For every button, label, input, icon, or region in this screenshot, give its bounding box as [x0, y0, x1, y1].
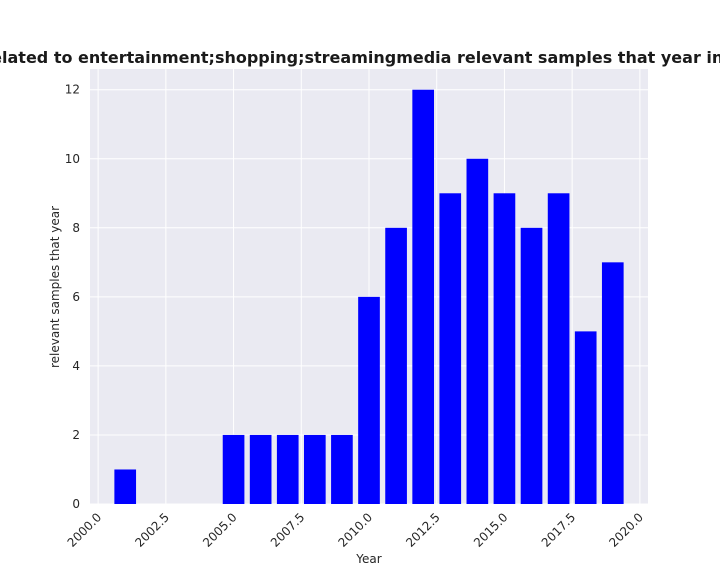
bar-2009 [331, 434, 353, 504]
chart-title: Samples are related to entertainment;sho… [0, 48, 720, 67]
x-tick-label: 2015.0 [471, 510, 511, 550]
y-tick-label: 8 [72, 221, 80, 235]
x-tick-label: 2002.5 [132, 510, 172, 550]
bar-2014 [466, 158, 489, 504]
x-tick-label: 2005.0 [200, 510, 240, 550]
y-tick-label: 2 [72, 428, 80, 442]
bar-2016 [520, 227, 543, 505]
y-tick-label: 4 [72, 359, 80, 373]
bar-2005 [222, 434, 245, 504]
x-tick-label: 2010.0 [336, 510, 376, 550]
x-axis-label: Year [355, 552, 381, 566]
y-axis-label: relevant samples that year [48, 206, 62, 368]
x-tick-label: 2000.0 [65, 510, 105, 550]
bar-2006 [249, 434, 272, 504]
x-tick-label: 2012.5 [403, 510, 443, 550]
x-axis-ticks: 2000.0 2002.5 2005.0 2007.5 2010.0 2012.5 2015… [65, 510, 646, 550]
y-tick-label: 10 [65, 152, 80, 166]
bar-2011 [385, 227, 407, 505]
bar-2019 [601, 262, 624, 504]
x-tick-label: 2017.5 [539, 510, 579, 550]
bar-2017 [547, 193, 570, 505]
y-axis-ticks: 0 2 4 6 8 10 12 [65, 83, 80, 511]
bar-2012 [412, 89, 435, 504]
bar-2008 [303, 434, 326, 504]
bar-2013 [439, 193, 462, 505]
bar-2001 [114, 469, 137, 504]
bar-2015 [493, 193, 516, 505]
bars-group [114, 89, 624, 505]
bar-2018 [574, 331, 597, 504]
bar-2007 [276, 434, 299, 504]
y-tick-label: 6 [72, 290, 80, 304]
y-tick-label: 12 [65, 83, 80, 97]
bar-2010 [358, 296, 380, 504]
x-tick-label: 2020.0 [606, 510, 646, 550]
x-tick-label: 2007.5 [268, 510, 308, 550]
y-tick-label: 0 [72, 497, 80, 511]
